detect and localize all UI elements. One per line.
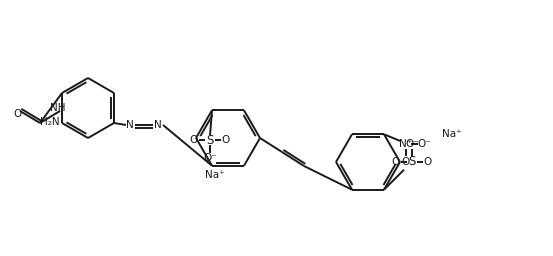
- Text: O: O: [392, 157, 400, 167]
- Text: S: S: [206, 134, 213, 147]
- Text: H₂N: H₂N: [40, 117, 60, 127]
- Text: O: O: [222, 135, 230, 145]
- Text: O⁻: O⁻: [405, 139, 419, 149]
- Text: O: O: [13, 109, 21, 119]
- Text: S: S: [408, 155, 416, 168]
- Text: O: O: [424, 157, 432, 167]
- Text: O: O: [190, 135, 198, 145]
- Text: O⁻: O⁻: [203, 153, 217, 163]
- Text: NH: NH: [50, 103, 66, 113]
- Text: O: O: [402, 157, 410, 167]
- Text: N: N: [126, 120, 134, 130]
- Text: Na⁺: Na⁺: [205, 170, 225, 180]
- Text: Na⁺: Na⁺: [442, 129, 462, 139]
- Text: N⁺: N⁺: [399, 139, 413, 149]
- Text: N: N: [154, 120, 162, 130]
- Text: O⁻: O⁻: [417, 139, 431, 149]
